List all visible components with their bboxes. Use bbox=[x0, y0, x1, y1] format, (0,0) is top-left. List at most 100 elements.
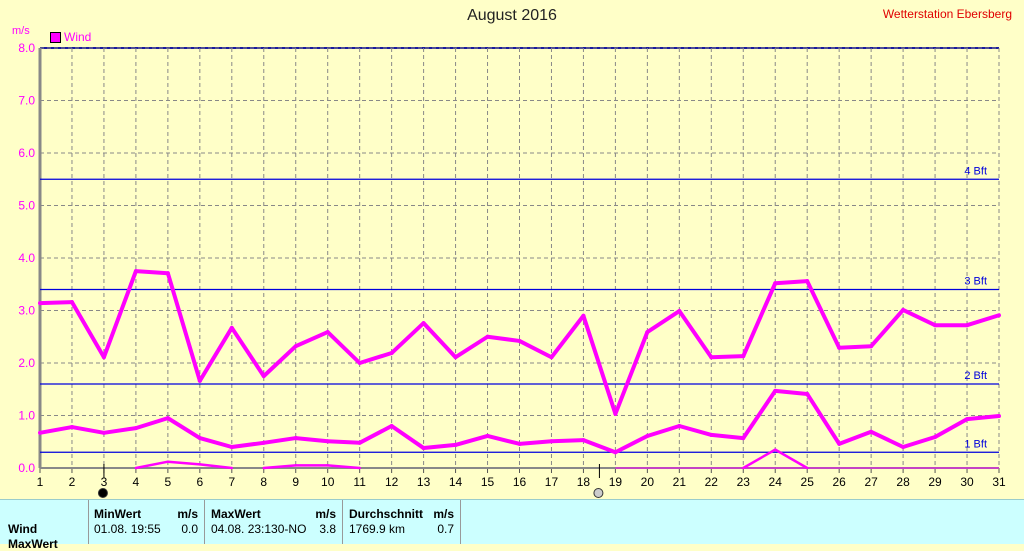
x-tick-label: 2 bbox=[69, 475, 76, 489]
series-1-segment bbox=[645, 424, 682, 438]
series-0-segment bbox=[645, 309, 682, 335]
x-tick-label: 29 bbox=[928, 475, 942, 489]
moon-full-icon bbox=[593, 488, 604, 498]
x-tick-label: 24 bbox=[769, 475, 783, 489]
x-tick-label: 8 bbox=[260, 475, 267, 489]
beaufort-label: 3 Bft bbox=[964, 276, 987, 288]
x-tick-label: 22 bbox=[705, 475, 719, 489]
avg-unit: m/s bbox=[433, 507, 454, 521]
chart-title: August 2016 bbox=[467, 7, 557, 24]
beaufort-label: 1 Bft bbox=[964, 438, 987, 450]
y-tick-label: 0.0 bbox=[18, 461, 35, 475]
x-tick-label: 31 bbox=[992, 475, 1006, 489]
series-1-segment bbox=[133, 416, 170, 431]
x-tick-label: 11 bbox=[353, 475, 366, 489]
legend-swatch bbox=[50, 32, 61, 43]
x-tick-label: 19 bbox=[609, 475, 623, 489]
series-1-segment bbox=[293, 436, 330, 444]
x-tick-label: 7 bbox=[228, 475, 235, 489]
x-tick-label: 26 bbox=[832, 475, 846, 489]
series-0-segment bbox=[357, 351, 394, 365]
series-1-segment bbox=[485, 433, 522, 446]
legend-wind: Wind bbox=[64, 30, 92, 44]
x-tick-label: 15 bbox=[481, 475, 495, 489]
series-2-segment bbox=[166, 460, 202, 466]
max-column: MaxWert m/s 04.08. 23:130-NO 3.8 bbox=[205, 500, 343, 544]
series-1-segment bbox=[453, 433, 490, 447]
row-label-next: MaxWert bbox=[8, 537, 58, 551]
x-tick-label: 23 bbox=[737, 475, 751, 489]
series-0-segment bbox=[293, 330, 330, 349]
series-2-segment bbox=[742, 448, 777, 470]
beaufort-label: 2 Bft bbox=[964, 370, 987, 382]
series-1-segment bbox=[38, 425, 74, 435]
series-0-segment bbox=[613, 330, 650, 416]
series-0-segment bbox=[837, 344, 874, 350]
series-2-segment bbox=[773, 448, 809, 470]
x-tick-label: 28 bbox=[896, 475, 910, 489]
max-header: MaxWert bbox=[211, 507, 261, 521]
max-unit: m/s bbox=[315, 507, 336, 521]
series-0-segment bbox=[261, 344, 298, 379]
series-0-segment bbox=[869, 307, 906, 349]
station-name: Wetterstation Ebersberg bbox=[882, 7, 1012, 21]
series-0-segment bbox=[709, 354, 746, 360]
series-2-segment bbox=[134, 460, 170, 470]
wind-chart: 1 2 3 4 5 6 7 8 9 10 11 12 13 14 15 16 17 18 19 20 21 22 23 24 2… bbox=[18, 41, 1006, 498]
series-0-segment bbox=[485, 334, 522, 343]
series-0-segment bbox=[38, 300, 74, 306]
series-0-segment bbox=[549, 313, 586, 360]
x-tick-label: 16 bbox=[513, 475, 527, 489]
avg-distance: 1769.9 km bbox=[349, 522, 406, 536]
series-1-segment bbox=[709, 432, 746, 441]
series-0-segment bbox=[901, 307, 938, 328]
series-0-segment bbox=[197, 325, 234, 383]
series-0-segment bbox=[229, 325, 266, 379]
y-tick-label: 3.0 bbox=[18, 304, 35, 318]
avg-column: Durchschnitt m/s 1769.9 km 0.7 bbox=[343, 500, 461, 544]
x-tick-label: 25 bbox=[801, 475, 815, 489]
moon-new-icon bbox=[97, 488, 108, 498]
series-1-segment bbox=[837, 429, 874, 446]
series-1-segment bbox=[101, 426, 138, 435]
series-1-segment bbox=[357, 424, 394, 445]
series-0-segment bbox=[453, 334, 490, 360]
x-tick-label: 27 bbox=[864, 475, 878, 489]
x-tick-label: 18 bbox=[577, 475, 591, 489]
row-label-wind: Wind bbox=[8, 522, 38, 536]
series-0-segment bbox=[69, 300, 106, 360]
x-tick-label: 12 bbox=[385, 475, 399, 489]
x-tick-label: 1 bbox=[37, 475, 44, 489]
series-2-segment bbox=[326, 464, 361, 470]
x-tick-label: 21 bbox=[673, 475, 687, 489]
series-1-segment bbox=[389, 424, 426, 451]
max-value: 3.8 bbox=[319, 522, 336, 536]
series-1-segment bbox=[165, 416, 202, 441]
beaufort-label: 4 Bft bbox=[964, 165, 987, 177]
series-0-segment bbox=[805, 279, 842, 350]
series-2-segment bbox=[262, 464, 297, 470]
y-axis-unit: m/s bbox=[12, 25, 30, 37]
y-tick-label: 7.0 bbox=[18, 94, 35, 108]
max-date: 04.08. 23:13 bbox=[211, 522, 278, 536]
y-tick-label: 5.0 bbox=[18, 199, 35, 213]
min-unit: m/s bbox=[177, 507, 198, 521]
series-0-segment bbox=[165, 271, 202, 383]
series-1-segment bbox=[517, 439, 554, 446]
series-1-segment bbox=[421, 442, 458, 451]
series-1-segment bbox=[581, 438, 618, 455]
stats-table: Wind MaxWert MinWert m/s 01.08. 19:55 0.… bbox=[0, 499, 1024, 551]
series-0-segment bbox=[325, 330, 362, 365]
series-1-segment bbox=[869, 429, 906, 449]
series-1-segment bbox=[261, 436, 298, 445]
series-0-segment bbox=[517, 338, 554, 360]
series-0-segment bbox=[773, 279, 810, 286]
row-labels: Wind MaxWert bbox=[0, 500, 89, 551]
series-1-segment bbox=[325, 439, 362, 445]
y-tick-label: 6.0 bbox=[18, 146, 35, 160]
series-1-segment bbox=[901, 435, 938, 449]
series-0-segment bbox=[741, 281, 778, 359]
series-1-segment bbox=[677, 424, 714, 437]
min-date: 01.08. 19:55 bbox=[94, 522, 161, 536]
x-tick-label: 20 bbox=[641, 475, 655, 489]
